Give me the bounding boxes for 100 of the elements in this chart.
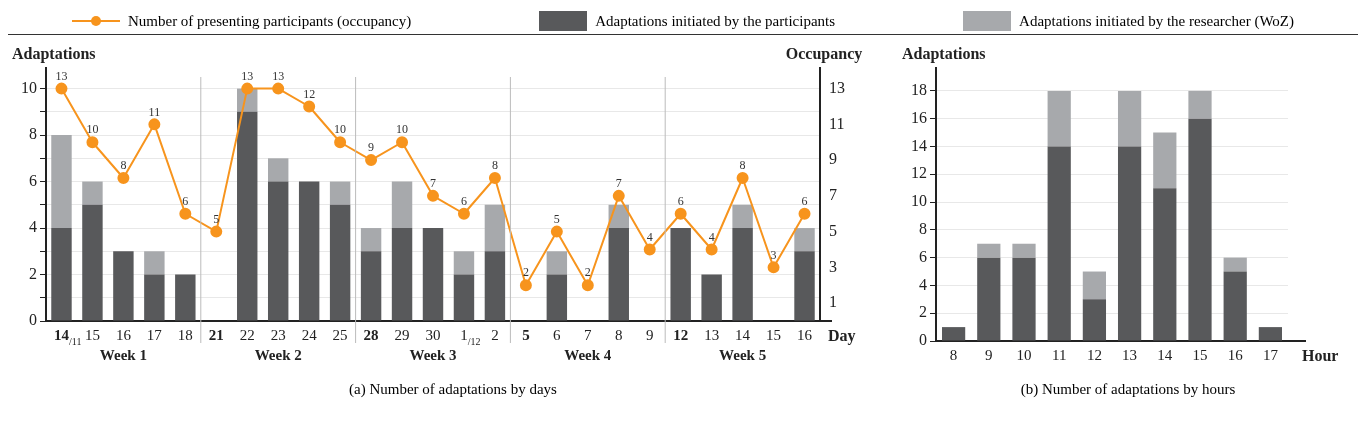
data-label: 13 <box>55 68 68 83</box>
text: (a) Number of adaptations by days <box>348 381 558 398</box>
bar <box>1047 146 1071 341</box>
bar <box>794 251 815 321</box>
x-tick-label: 14 <box>1157 347 1173 364</box>
x-tick-label: 11 <box>1051 347 1067 364</box>
text: Week 2 <box>254 347 302 364</box>
data-label: 11 <box>148 104 161 119</box>
bar <box>1188 90 1212 119</box>
bar <box>1223 257 1247 272</box>
y2-tick-label: 9 <box>829 150 837 168</box>
point <box>117 172 130 184</box>
bar <box>1012 243 1036 258</box>
y-tick-label: 6 <box>29 171 37 189</box>
point <box>55 82 68 95</box>
point <box>705 243 718 256</box>
x-axis-title: Hour <box>1302 347 1339 365</box>
point <box>334 136 347 149</box>
data-label: 10 <box>334 122 347 137</box>
bar <box>1258 327 1283 341</box>
data-label: 8 <box>120 158 127 173</box>
bar <box>608 228 629 321</box>
bar <box>360 251 382 321</box>
bar <box>298 181 320 321</box>
bar <box>977 243 1001 258</box>
point <box>488 172 501 184</box>
y2-tick-label: 11 <box>829 114 845 132</box>
x-tick-label: 9 <box>985 347 993 364</box>
bar <box>453 251 475 275</box>
y-tick-label: 8 <box>29 125 37 143</box>
legend-label: Adaptations initiated by the participants <box>595 12 836 30</box>
x-tick-label: 17 <box>1262 347 1279 364</box>
y-tick-label: 4 <box>29 218 37 236</box>
bar <box>977 257 1001 341</box>
data-label: 6 <box>182 193 189 208</box>
point <box>550 225 563 238</box>
data-label: 13 <box>241 68 254 83</box>
x-tick-label: 12 <box>1086 347 1102 364</box>
bar <box>1153 132 1177 189</box>
legend-label: Adaptations initiated by the researcher (WoZ) <box>1019 12 1294 30</box>
point <box>86 136 99 149</box>
x-tick-label: 17 <box>146 327 163 344</box>
bar <box>546 251 568 275</box>
bar <box>1188 118 1212 341</box>
point <box>581 279 594 292</box>
x-tick-label: 8 <box>615 327 623 344</box>
point <box>427 189 439 202</box>
bar <box>82 204 103 321</box>
data-label: 9 <box>368 140 375 155</box>
x-tick-label: 9 <box>645 327 654 344</box>
bar <box>546 274 568 321</box>
x-tick-label: 29 <box>394 327 410 344</box>
point <box>457 207 470 220</box>
x-tick-label: 13 <box>1122 347 1138 364</box>
bar <box>237 111 258 321</box>
y-axis-title: Adaptations <box>902 45 986 64</box>
point <box>396 136 409 149</box>
bar <box>144 274 165 321</box>
data-label: 13 <box>272 68 285 83</box>
point <box>612 189 625 202</box>
x-tick-label: 18 <box>177 327 193 344</box>
y-tick-label: 0 <box>29 311 37 329</box>
text: Week 3 <box>409 347 457 364</box>
data-label: 6 <box>801 193 808 208</box>
bar <box>1047 90 1071 147</box>
point <box>674 207 687 220</box>
bar <box>267 181 289 321</box>
bar <box>1012 257 1036 341</box>
x-tick-label: 24 <box>301 327 318 344</box>
bar <box>175 274 196 321</box>
data-label: 6 <box>460 193 467 208</box>
data-label: 8 <box>739 158 746 173</box>
bar <box>670 228 691 321</box>
y-axis-title: Adaptations <box>12 45 96 64</box>
x-axis-title: Day <box>828 327 856 346</box>
bar <box>329 181 351 205</box>
bar <box>1082 299 1107 341</box>
point <box>643 243 656 256</box>
bar <box>82 181 103 205</box>
bar <box>267 158 289 182</box>
x-tick-label: 15 <box>1192 347 1208 364</box>
data-label: 4 <box>708 229 715 244</box>
x-tick-label: 23 <box>270 327 286 344</box>
data-label: 8 <box>491 158 498 173</box>
x-tick-label: 21 <box>208 327 224 344</box>
x-tick-label: 7 <box>584 327 593 344</box>
data-label: 7 <box>615 176 622 191</box>
bar <box>51 135 72 229</box>
bar <box>453 274 475 321</box>
bar <box>1153 188 1177 341</box>
bar <box>144 251 165 275</box>
y-tick-label: 10 <box>911 192 927 210</box>
x-tick-label: 16 <box>797 327 813 344</box>
y-tick-label: 14 <box>911 136 927 154</box>
y-tick-label: 2 <box>919 303 927 321</box>
point <box>179 207 192 220</box>
data-label: 2 <box>522 265 529 280</box>
bar <box>51 228 72 321</box>
y2-tick-label: 5 <box>829 221 837 239</box>
x-tick-label: 28 <box>363 327 379 344</box>
